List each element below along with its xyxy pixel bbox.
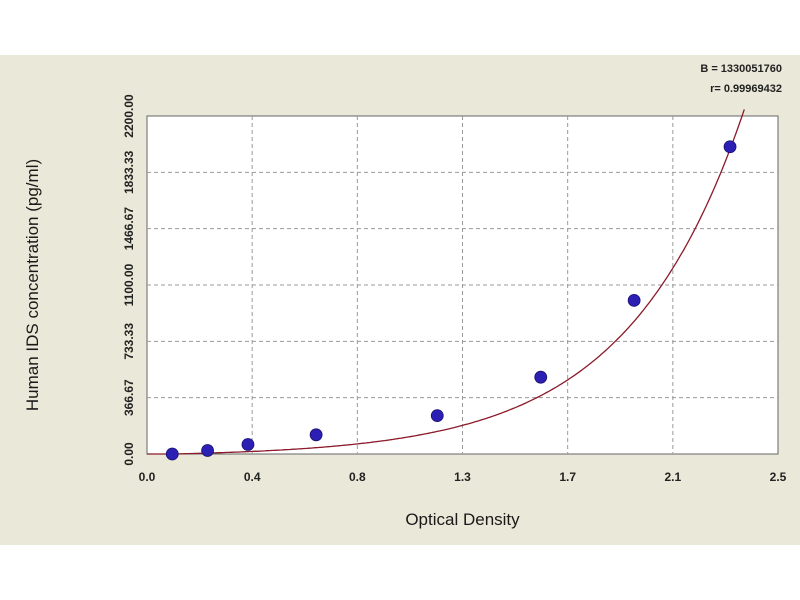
y-tick-label: 366.67 [122, 379, 136, 416]
data-point [627, 293, 641, 307]
y-tick-labels: 0.00 366.67 733.33 1100.00 1466.67 1833.33 220… [122, 94, 136, 466]
grid-lines [147, 116, 778, 454]
x-tick-labels: 0.0 0.4 0.8 1.3 1.7 2.1 2.5 [139, 470, 787, 484]
x-axis-title: Optical Density [405, 510, 520, 529]
x-tick-label: 0.8 [349, 470, 366, 484]
data-points [165, 140, 737, 461]
y-tick-label: 1833.33 [122, 150, 136, 194]
data-point [534, 370, 548, 384]
x-tick-label: 1.7 [559, 470, 576, 484]
data-point [430, 409, 444, 422]
data-point [309, 428, 323, 442]
data-point [165, 447, 179, 461]
y-tick-label: 1100.00 [122, 263, 136, 306]
data-point [241, 438, 255, 451]
stat-b-value: B = 1330051760 [700, 63, 782, 75]
y-tick-label: 733.33 [122, 323, 136, 360]
x-tick-label: 2.5 [770, 470, 787, 484]
y-axis-title: Human IDS concentration (pg/ml) [23, 159, 42, 411]
chart-panel: 0.00 366.67 733.33 1100.00 1466.67 1833.33 220… [0, 55, 800, 545]
stat-r-value: r= 0.99969432 [710, 83, 782, 95]
data-point [723, 140, 737, 154]
x-tick-label: 2.1 [664, 470, 681, 484]
y-tick-label: 1466.67 [122, 207, 136, 251]
fit-curve [147, 109, 745, 455]
x-tick-label: 0.0 [139, 470, 156, 484]
y-tick-label: 2200.00 [122, 94, 136, 138]
y-tick-label: 0.00 [122, 442, 136, 466]
calibration-chart: 0.00 366.67 733.33 1100.00 1466.67 1833.33 220… [23, 63, 787, 529]
x-tick-label: 0.4 [244, 470, 261, 484]
x-tick-label: 1.3 [454, 470, 471, 484]
data-point [201, 444, 214, 457]
